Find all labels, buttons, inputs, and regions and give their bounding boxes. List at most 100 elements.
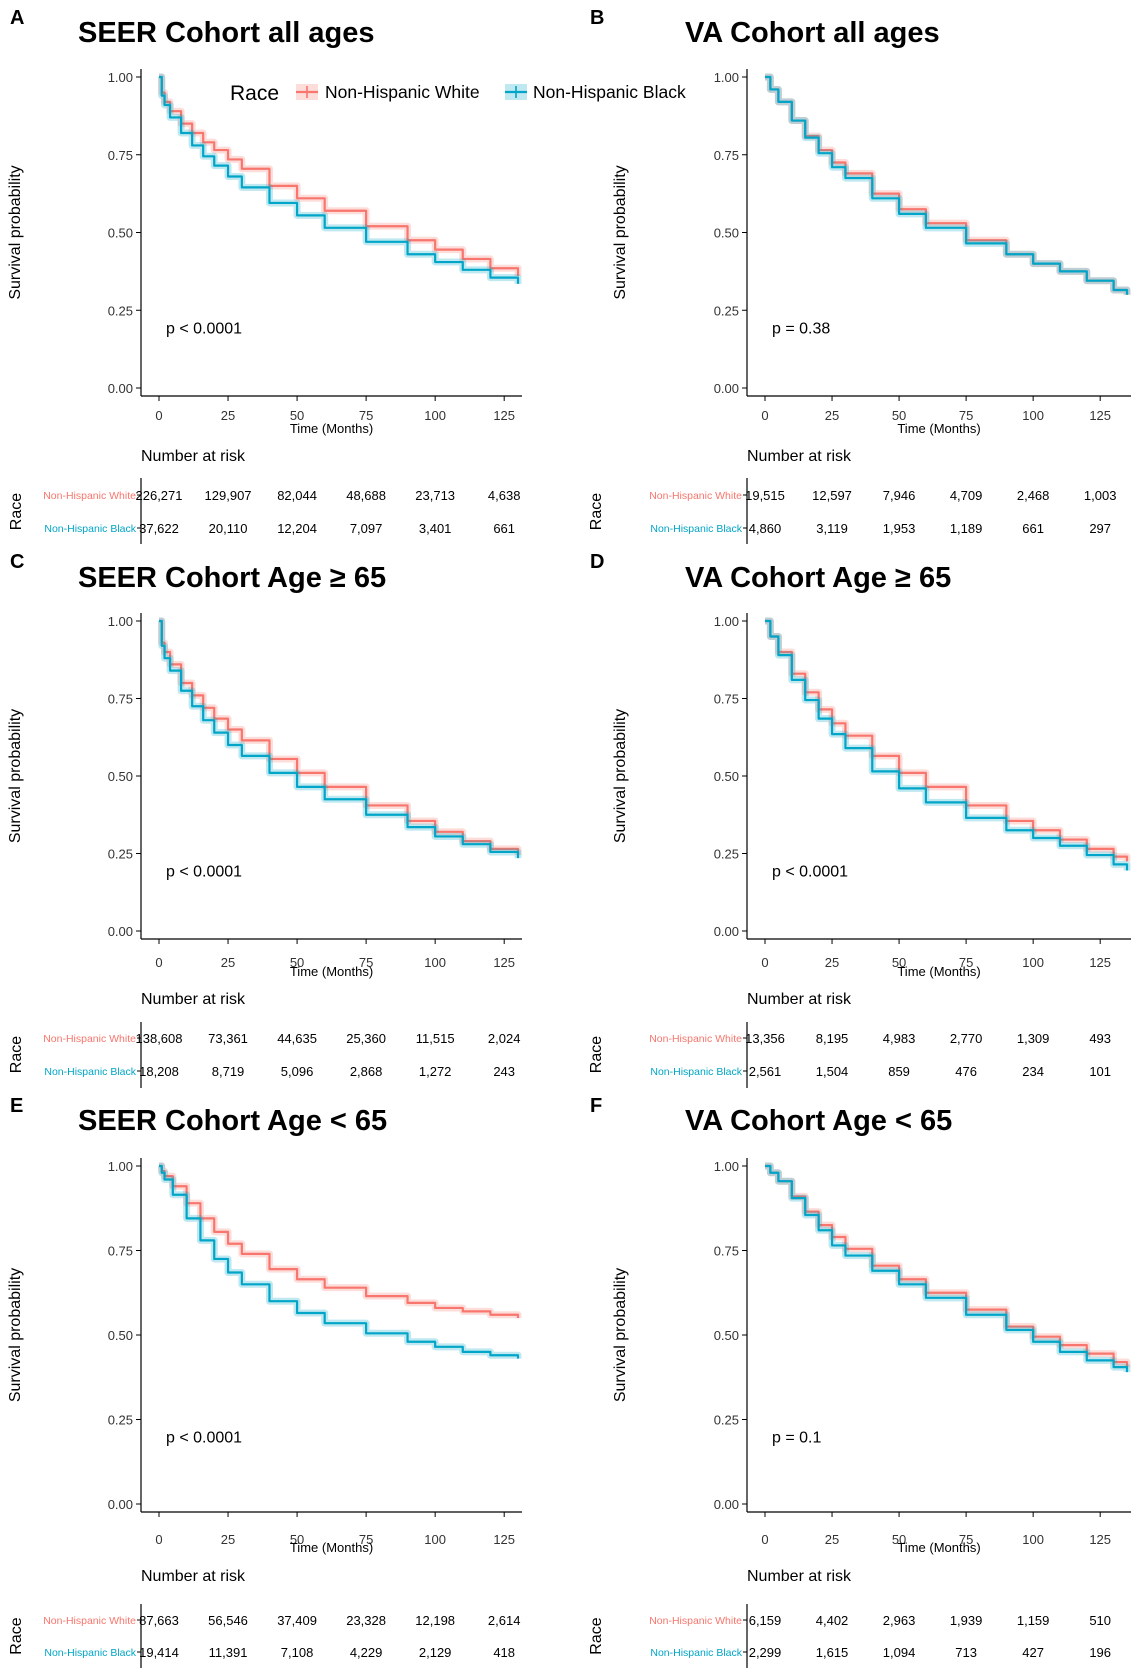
risk-row-label: Non-Hispanic Black xyxy=(44,523,136,535)
risk-value: 2,561 xyxy=(749,1064,782,1079)
legend-label: Non-Hispanic Black xyxy=(533,82,686,102)
risk-value: 427 xyxy=(1022,1645,1044,1660)
km-curve xyxy=(159,1164,520,1359)
panel-letter: A xyxy=(10,7,24,29)
x-axis-label: Time (Months) xyxy=(897,1540,980,1555)
risk-value: 1,615 xyxy=(816,1645,849,1660)
x-axis-label: Time (Months) xyxy=(897,421,980,436)
x-tick-label: 0 xyxy=(155,1532,162,1547)
y-tick-label: 0.25 xyxy=(714,847,739,862)
y-tick-label: 1.00 xyxy=(108,614,133,629)
risk-value: 1,953 xyxy=(883,521,916,536)
y-axis-label: Survival probability xyxy=(7,709,24,843)
x-tick-label: 25 xyxy=(825,1532,839,1547)
risk-value: 2,129 xyxy=(419,1645,452,1660)
risk-value: 13,356 xyxy=(745,1031,785,1046)
risk-row-label: Non-Hispanic Black xyxy=(44,1066,136,1078)
risk-value: 129,907 xyxy=(205,488,252,503)
risk-value: 7,946 xyxy=(883,488,916,503)
x-tick-label: 50 xyxy=(892,1532,906,1547)
y-axis-label: Survival probability xyxy=(612,709,629,843)
risk-table-title: Number at risk xyxy=(747,448,852,465)
risk-value: 476 xyxy=(955,1064,977,1079)
y-tick-label: 0.25 xyxy=(108,847,133,862)
legend-label: Non-Hispanic White xyxy=(325,82,480,102)
risk-value: 2,868 xyxy=(350,1064,383,1079)
risk-value: 56,546 xyxy=(208,1613,248,1628)
ci-band xyxy=(158,617,522,859)
panel-letter: F xyxy=(590,1095,602,1117)
y-tick-label: 0.00 xyxy=(108,924,133,939)
risk-value: 1,094 xyxy=(883,1645,916,1660)
risk-value: 661 xyxy=(493,521,515,536)
risk-value: 4,402 xyxy=(816,1613,849,1628)
risk-value: 12,597 xyxy=(812,488,852,503)
risk-value: 226,271 xyxy=(136,488,183,503)
y-tick-label: 0.25 xyxy=(108,303,133,318)
x-tick-label: 125 xyxy=(1089,955,1111,970)
x-tick-label: 50 xyxy=(892,955,906,970)
panel-letter: D xyxy=(590,551,604,573)
risk-row-label: Non-Hispanic White xyxy=(649,1615,742,1627)
risk-value: 23,328 xyxy=(346,1613,386,1628)
risk-value: 7,108 xyxy=(281,1645,314,1660)
x-tick-label: 100 xyxy=(1022,955,1044,970)
risk-value: 11,515 xyxy=(416,1031,455,1046)
risk-table-title: Number at risk xyxy=(141,991,246,1008)
km-curve xyxy=(159,619,520,856)
x-tick-label: 75 xyxy=(959,1532,973,1547)
risk-value: 1,159 xyxy=(1017,1613,1050,1628)
ci-band xyxy=(765,1162,1131,1373)
risk-value: 4,709 xyxy=(950,488,983,503)
p-value: p < 0.0001 xyxy=(166,320,242,337)
risk-value: 2,299 xyxy=(749,1645,782,1660)
p-value: p < 0.0001 xyxy=(166,1430,242,1447)
x-tick-label: 25 xyxy=(825,955,839,970)
risk-value: 4,860 xyxy=(749,521,782,536)
risk-value: 1,504 xyxy=(816,1064,849,1079)
legend: Race Non-Hispanic White Non-Hispanic Black xyxy=(230,82,686,105)
y-tick-label: 0.50 xyxy=(714,769,739,784)
risk-value: 4,983 xyxy=(883,1031,916,1046)
panel-d: D VA Cohort Age ≥ 65 0.00 0.25 0.50 0.75 1.00 0… xyxy=(588,551,1131,1088)
risk-table-title: Number at risk xyxy=(747,991,852,1008)
y-tick-label: 0.00 xyxy=(714,924,739,939)
panel-title: SEER Cohort Age < 65 xyxy=(78,1105,387,1137)
x-tick-label: 125 xyxy=(493,408,515,423)
risk-row-label: Non-Hispanic Black xyxy=(650,1647,742,1659)
risk-value: 3,119 xyxy=(816,521,848,536)
risk-value: 661 xyxy=(1022,521,1044,536)
x-tick-label: 25 xyxy=(221,1532,235,1547)
risk-value: 713 xyxy=(955,1645,977,1660)
risk-value: 234 xyxy=(1022,1064,1044,1079)
risk-value: 23,713 xyxy=(415,488,455,503)
risk-value: 48,688 xyxy=(346,488,386,503)
x-tick-label: 75 xyxy=(959,408,973,423)
x-tick-label: 25 xyxy=(221,955,235,970)
risk-row-axis-label: Race xyxy=(8,493,25,530)
risk-value: 510 xyxy=(1089,1613,1111,1628)
risk-value: 87,663 xyxy=(139,1613,179,1628)
risk-table-title: Number at risk xyxy=(141,448,246,465)
risk-value: 6,159 xyxy=(749,1613,782,1628)
risk-row-label: Non-Hispanic White xyxy=(43,490,136,502)
risk-value: 5,096 xyxy=(281,1064,314,1079)
panel-letter: C xyxy=(10,551,24,573)
p-value: p < 0.0001 xyxy=(772,864,848,881)
risk-value: 19,515 xyxy=(745,488,785,503)
panel-c: C SEER Cohort Age ≥ 65 0.00 0.25 0.50 0.75 1.0… xyxy=(7,551,522,1088)
y-tick-label: 0.50 xyxy=(714,226,739,241)
risk-value: 12,198 xyxy=(415,1613,455,1628)
risk-value: 2,963 xyxy=(883,1613,916,1628)
panel-title: SEER Cohort all ages xyxy=(78,17,375,49)
risk-value: 2,024 xyxy=(488,1031,521,1046)
risk-value: 1,003 xyxy=(1084,488,1117,503)
x-axis-label: Time (Months) xyxy=(290,421,373,436)
y-tick-label: 0.75 xyxy=(714,692,739,707)
risk-value: 8,719 xyxy=(212,1064,245,1079)
risk-table-title: Number at risk xyxy=(141,1568,246,1585)
ci-band xyxy=(765,73,1131,295)
risk-value: 2,468 xyxy=(1017,488,1050,503)
x-tick-label: 50 xyxy=(290,955,304,970)
y-tick-label: 1.00 xyxy=(108,1159,133,1174)
